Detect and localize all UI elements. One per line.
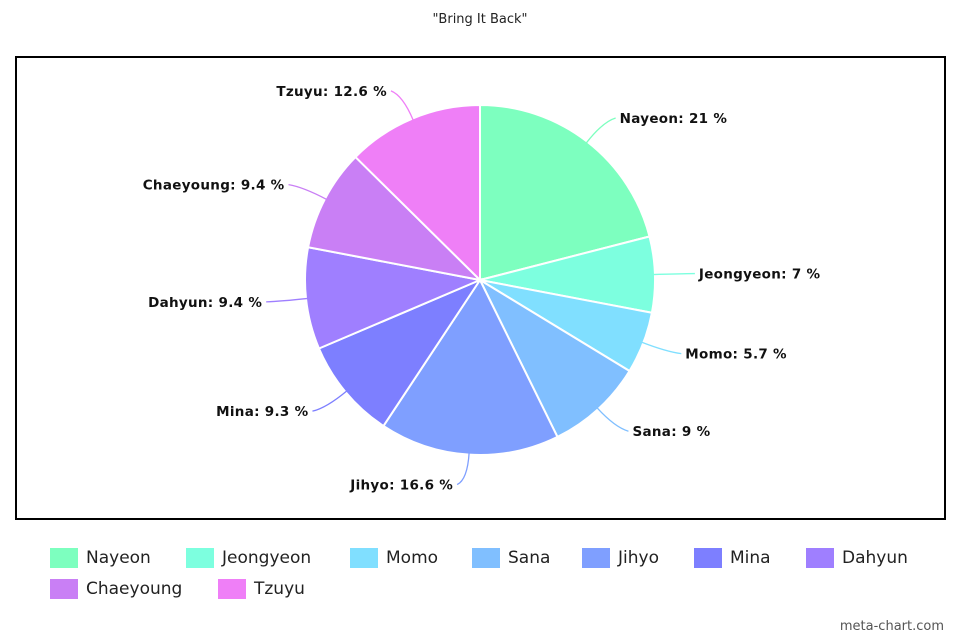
data-label-nayeon: Nayeon: 21 % xyxy=(620,111,728,127)
leader-line-momo xyxy=(641,341,682,355)
legend-label: Jeongyeon xyxy=(222,548,312,568)
legend-label: Chaeyoung xyxy=(86,579,183,599)
legend-swatch xyxy=(582,548,610,568)
data-label-sana: Sana: 9 % xyxy=(632,424,710,440)
leader-line-sana xyxy=(596,407,629,432)
legend-swatch xyxy=(50,579,78,599)
legend-label: Momo xyxy=(386,548,439,568)
leader-line-chaeyoung xyxy=(288,184,328,201)
data-label-chaeyoung: Chaeyoung: 9.4 % xyxy=(143,178,285,194)
leader-line-mina xyxy=(312,390,348,412)
data-label-dahyun: Dahyun: 9.4 % xyxy=(148,295,262,311)
legend-swatch xyxy=(694,548,722,568)
leader-line-nayeon xyxy=(585,117,616,144)
leader-line-jihyo xyxy=(456,452,470,486)
legend-item-jihyo[interactable]: Jihyo xyxy=(582,548,659,568)
legend-item-tzuyu[interactable]: Tzuyu xyxy=(218,579,305,599)
legend-swatch xyxy=(50,548,78,568)
legend-item-momo[interactable]: Momo xyxy=(350,548,438,568)
legend-item-dahyun[interactable]: Dahyun xyxy=(806,548,908,568)
legend-swatch xyxy=(806,548,834,568)
legend-label: Nayeon xyxy=(86,548,151,568)
legend-swatch xyxy=(350,548,378,568)
legend-label: Mina xyxy=(730,548,771,568)
legend-item-jeongyeon[interactable]: Jeongyeon xyxy=(186,548,311,568)
legend-item-nayeon[interactable]: Nayeon xyxy=(50,548,151,568)
legend-label: Tzuyu xyxy=(254,579,305,599)
legend-swatch xyxy=(186,548,214,568)
leader-line-jeongyeon xyxy=(652,272,695,276)
legend-item-mina[interactable]: Mina xyxy=(694,548,771,568)
chart-title: "Bring It Back" xyxy=(432,12,528,27)
data-label-momo: Momo: 5.7 % xyxy=(685,347,787,363)
legend-swatch xyxy=(218,579,246,599)
data-label-mina: Mina: 9.3 % xyxy=(216,404,308,420)
data-label-tzuyu: Tzuyu: 12.6 % xyxy=(276,84,387,100)
legend-label: Jihyo xyxy=(618,548,659,568)
legend-swatch xyxy=(472,548,500,568)
chart-frame xyxy=(15,56,946,520)
legend-item-sana[interactable]: Sana xyxy=(472,548,550,568)
leader-line-dahyun xyxy=(266,297,309,303)
credit-text: meta-chart.com xyxy=(839,619,944,634)
data-label-jeongyeon: Jeongyeon: 7 % xyxy=(698,267,821,283)
data-label-jihyo: Jihyo: 16.6 % xyxy=(349,478,453,494)
legend-label: Dahyun xyxy=(842,548,908,568)
legend-item-chaeyoung[interactable]: Chaeyoung xyxy=(50,579,182,599)
legend-label: Sana xyxy=(508,548,551,568)
leader-line-tzuyu xyxy=(390,90,414,121)
